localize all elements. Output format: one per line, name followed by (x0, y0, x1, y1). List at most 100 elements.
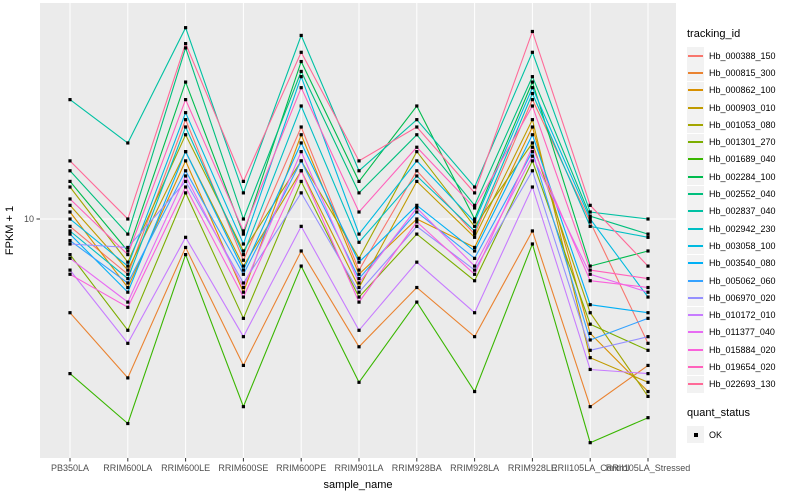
legend-item-Hb_003058_100: Hb_003058_100 (687, 237, 799, 255)
data-point (126, 300, 130, 304)
legend-label: Hb_002552_040 (709, 189, 776, 200)
data-point (126, 305, 130, 309)
data-point (530, 159, 534, 163)
legend-item-Hb_002942_230: Hb_002942_230 (687, 220, 799, 238)
legend-item-Hb_000903_010: Hb_000903_010 (687, 99, 799, 117)
data-point (646, 335, 650, 339)
data-point (126, 272, 130, 276)
data-point (184, 150, 188, 154)
data-point (473, 256, 477, 260)
data-point (415, 285, 419, 290)
data-point (473, 235, 477, 239)
data-point (126, 421, 130, 426)
legend-key (687, 358, 704, 376)
legend-key (687, 426, 704, 444)
data-point (184, 125, 188, 129)
data-point (588, 311, 592, 315)
data-point (184, 133, 188, 137)
data-point (126, 245, 130, 250)
data-point (184, 159, 188, 163)
data-point (299, 125, 303, 129)
data-point (126, 260, 130, 264)
legend-key (687, 99, 704, 117)
data-point (357, 240, 361, 244)
data-point (646, 416, 650, 420)
data-point (241, 405, 245, 409)
legend-label: Hb_003058_100 (709, 240, 776, 251)
data-point (415, 210, 419, 214)
y-tick-label: 10 (24, 214, 34, 224)
data-point (473, 389, 477, 394)
data-point (588, 279, 592, 283)
legend-item-Hb_001301_270: Hb_001301_270 (687, 133, 799, 151)
data-point (241, 290, 245, 294)
data-point (588, 224, 592, 228)
data-point (530, 104, 534, 108)
data-point (415, 260, 419, 264)
data-point (357, 281, 361, 285)
data-point (415, 145, 419, 149)
legend-item-Hb_003540_080: Hb_003540_080 (687, 254, 799, 272)
data-point (357, 272, 361, 276)
data-point (357, 191, 361, 195)
data-point (126, 290, 130, 294)
data-point (126, 328, 130, 332)
data-point (646, 348, 650, 352)
data-point (415, 169, 419, 173)
data-point (357, 276, 361, 281)
data-point (588, 348, 592, 352)
data-point (68, 272, 72, 276)
legend-key (687, 47, 704, 65)
legend-item-Hb_002552_040: Hb_002552_040 (687, 185, 799, 203)
data-point (646, 235, 650, 239)
data-point (357, 260, 361, 264)
legend-label: Hb_002837_040 (709, 206, 776, 217)
data-point (588, 220, 592, 224)
data-point (415, 232, 419, 236)
data-point (299, 150, 303, 154)
line-swatch-icon (688, 244, 703, 247)
data-point (473, 249, 477, 253)
data-point (184, 235, 188, 239)
legend-key (687, 306, 704, 324)
data-point (68, 239, 72, 243)
x-tick-label: RRIM600LE (161, 463, 210, 473)
data-point (299, 191, 303, 195)
data-point (357, 300, 361, 304)
legend-key (687, 289, 704, 307)
data-point (473, 279, 477, 283)
data-point (646, 290, 650, 294)
legend-label: Hb_005062_060 (709, 275, 776, 286)
data-point (646, 285, 650, 290)
data-point (299, 59, 303, 64)
data-point (357, 268, 361, 272)
data-point (473, 191, 477, 195)
data-point (241, 258, 245, 262)
data-point (588, 203, 592, 207)
data-point (588, 268, 592, 272)
legend-item-Hb_019654_020: Hb_019654_020 (687, 358, 799, 376)
data-point (241, 268, 245, 272)
data-point (473, 220, 477, 224)
data-point (68, 224, 72, 228)
legend-title-quant-status: quant_status (687, 406, 750, 419)
data-point (530, 80, 534, 84)
plot-panel: PB350LA RRIM600LA RRIM600LE RRIM600SE RRIM60… (4, 3, 690, 491)
data-point (241, 316, 245, 320)
legend-item-Hb_005062_060: Hb_005062_060 (687, 272, 799, 289)
line-swatch-icon (688, 54, 703, 57)
data-point (68, 311, 72, 315)
data-point (588, 214, 592, 218)
legend-label: Hb_010172_010 (709, 310, 776, 321)
data-point (357, 256, 361, 260)
data-point (530, 141, 534, 145)
legend-item-Hb_006970_020: Hb_006970_020 (687, 289, 799, 307)
legend-key (687, 150, 704, 168)
line-swatch-icon (688, 348, 703, 351)
data-point (241, 191, 245, 195)
data-point (530, 118, 534, 122)
legend-key (687, 116, 704, 134)
data-point (646, 232, 650, 236)
data-point (68, 210, 72, 214)
data-point (184, 174, 188, 178)
